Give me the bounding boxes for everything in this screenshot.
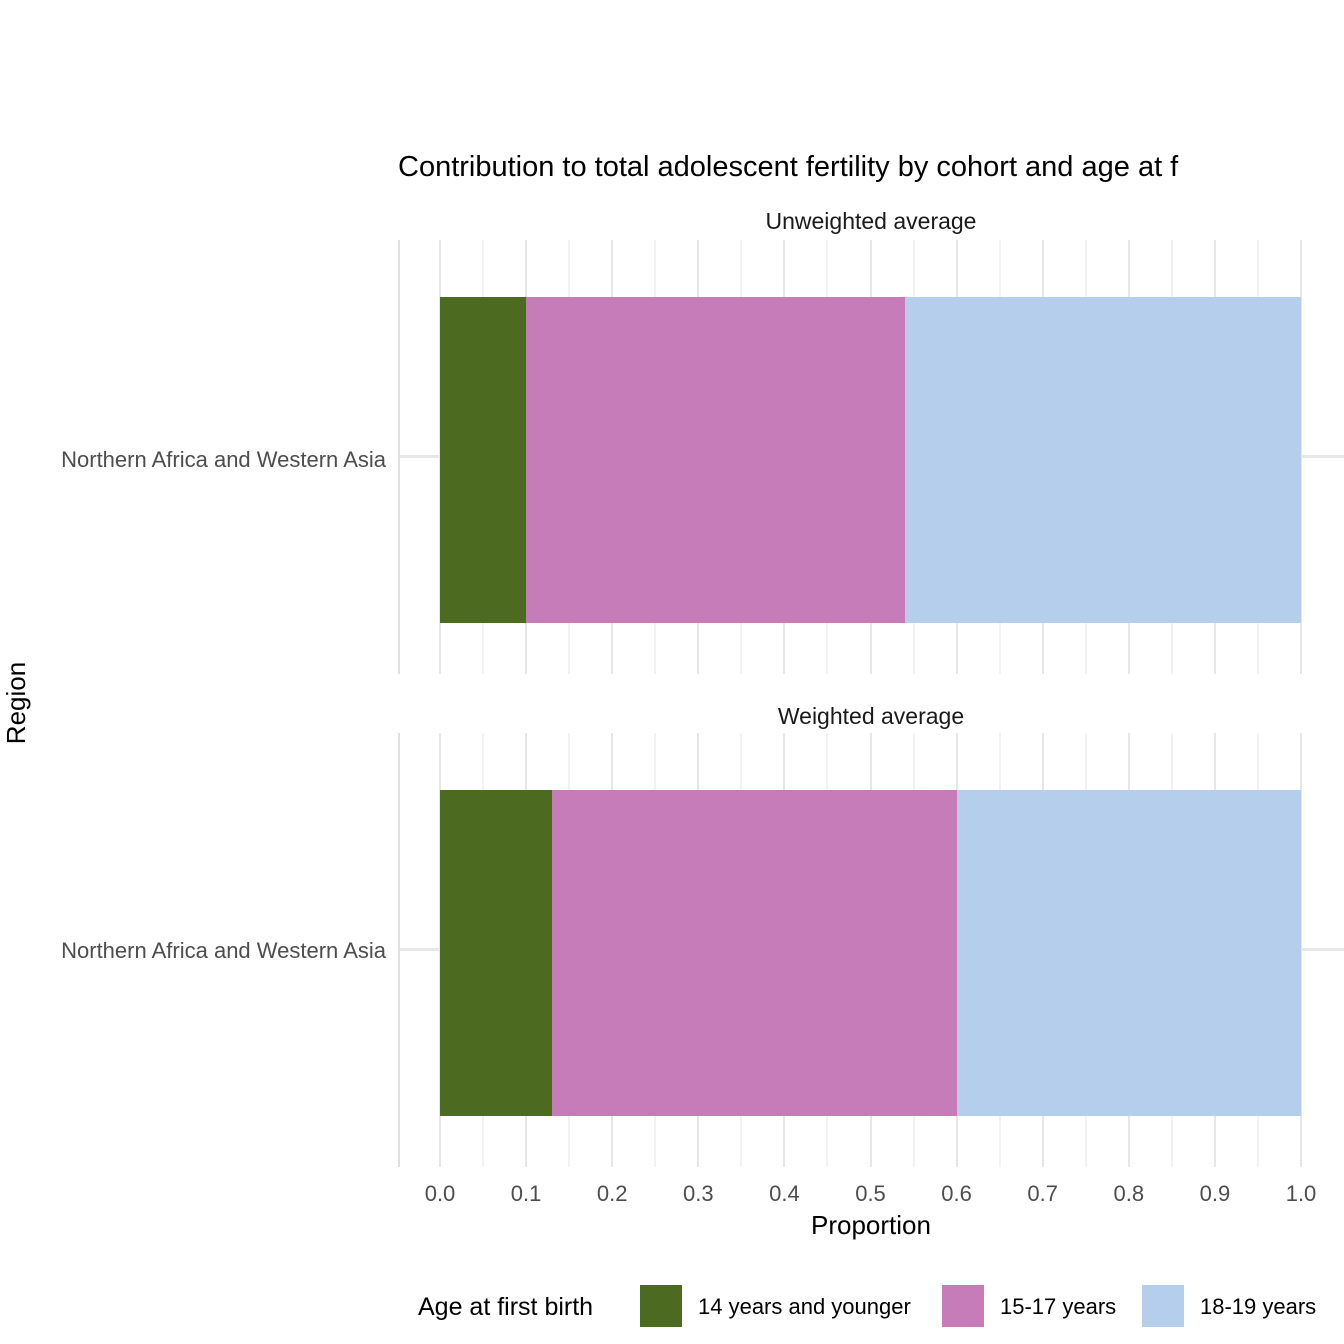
bar-segment-15-17-years [526, 297, 905, 623]
legend-key-15-17-years [942, 1285, 984, 1327]
facet-strip-weighted: Weighted average [777, 703, 965, 729]
x-tick-label: 0.6 [941, 1181, 972, 1206]
y-axis-title: Region [1, 661, 31, 745]
stacked-bar [440, 297, 1301, 623]
bar-segment-14-years-and-younger [440, 790, 552, 1116]
panel-weighted [398, 733, 1344, 1167]
legend-key-14-years-and-younger [640, 1285, 682, 1327]
bar-segment-15-17-years [551, 790, 957, 1116]
x-tick-label: 0.9 [1199, 1181, 1231, 1206]
facet-strip-unweighted: Unweighted average [765, 208, 977, 234]
x-tick-label: 1.0 [1285, 1181, 1317, 1206]
legend: Age at first birth 14 years and younger … [0, 1285, 1344, 1329]
legend-label: 14 years and younger [698, 1294, 911, 1319]
legend-label: 18-19 years [1200, 1294, 1317, 1319]
x-tick-label: 0.1 [510, 1181, 542, 1206]
bar-segment-18-19-years [956, 790, 1301, 1116]
panel-left-edge [398, 240, 400, 674]
legend-label: 15-17 years [1000, 1294, 1117, 1319]
x-tick-label: 0.5 [855, 1181, 886, 1206]
bar-segment-14-years-and-younger [440, 297, 527, 623]
y-category-label: Northern Africa and Western Asia [61, 938, 386, 963]
x-tick-label: 0.8 [1113, 1181, 1145, 1206]
x-tick-label: 0.2 [596, 1181, 628, 1206]
x-axis-title: Proportion [811, 1210, 931, 1240]
x-axis-ticks: 0.0 0.1 0.2 0.3 0.4 0.5 0.6 0.7 0.8 0.9 1.0 [0, 1182, 1344, 1206]
panel-left-edge [398, 733, 400, 1167]
x-tick-label: 0.4 [769, 1181, 800, 1206]
panel-unweighted [398, 240, 1344, 674]
x-tick-label: 0.7 [1027, 1181, 1058, 1206]
x-tick-label: 0.3 [683, 1181, 714, 1206]
y-category-label: Northern Africa and Western Asia [61, 447, 386, 472]
legend-key-18-19-years [1142, 1285, 1184, 1327]
stacked-bar [440, 790, 1301, 1116]
legend-title: Age at first birth [418, 1293, 594, 1321]
x-tick-label: 0.0 [424, 1181, 456, 1206]
chart-title: Contribution to total adolescent fertili… [398, 151, 1179, 183]
bar-segment-18-19-years [904, 297, 1301, 623]
